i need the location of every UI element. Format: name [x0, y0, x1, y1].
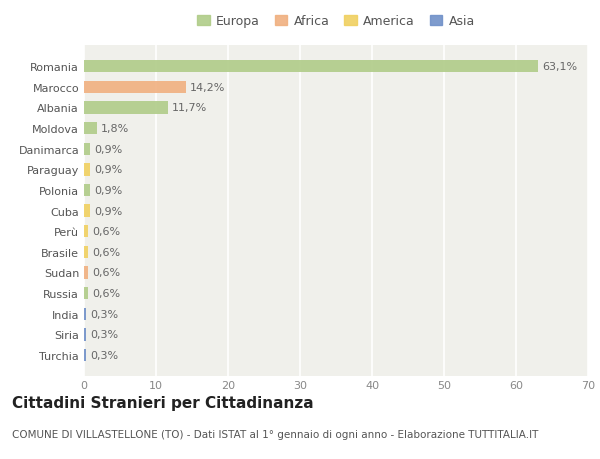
Text: 0,3%: 0,3%	[90, 350, 118, 360]
Bar	[84, 267, 88, 279]
Text: 1,8%: 1,8%	[101, 124, 129, 134]
Bar	[84, 205, 91, 217]
Bar	[84, 164, 91, 176]
Text: 0,9%: 0,9%	[94, 145, 122, 154]
Text: 0,9%: 0,9%	[94, 206, 122, 216]
Text: 14,2%: 14,2%	[190, 83, 225, 93]
Bar	[84, 61, 538, 73]
Text: 0,3%: 0,3%	[90, 309, 118, 319]
Bar	[84, 329, 86, 341]
Text: 0,6%: 0,6%	[92, 227, 120, 237]
Bar	[84, 185, 91, 197]
Bar	[84, 123, 97, 135]
Text: 0,6%: 0,6%	[92, 268, 120, 278]
Bar	[84, 287, 88, 300]
Text: 0,3%: 0,3%	[90, 330, 118, 340]
Bar	[84, 102, 168, 114]
Bar	[84, 246, 88, 258]
Bar	[84, 143, 91, 156]
Text: 0,9%: 0,9%	[94, 165, 122, 175]
Bar	[84, 349, 86, 361]
Text: 63,1%: 63,1%	[542, 62, 577, 72]
Legend: Europa, Africa, America, Asia: Europa, Africa, America, Asia	[194, 12, 478, 30]
Bar	[84, 308, 86, 320]
Text: 0,9%: 0,9%	[94, 185, 122, 196]
Bar	[84, 225, 88, 238]
Text: 11,7%: 11,7%	[172, 103, 207, 113]
Text: COMUNE DI VILLASTELLONE (TO) - Dati ISTAT al 1° gennaio di ogni anno - Elaborazi: COMUNE DI VILLASTELLONE (TO) - Dati ISTA…	[12, 429, 538, 439]
Bar	[84, 82, 186, 94]
Text: 0,6%: 0,6%	[92, 247, 120, 257]
Text: Cittadini Stranieri per Cittadinanza: Cittadini Stranieri per Cittadinanza	[12, 395, 314, 410]
Text: 0,6%: 0,6%	[92, 288, 120, 298]
